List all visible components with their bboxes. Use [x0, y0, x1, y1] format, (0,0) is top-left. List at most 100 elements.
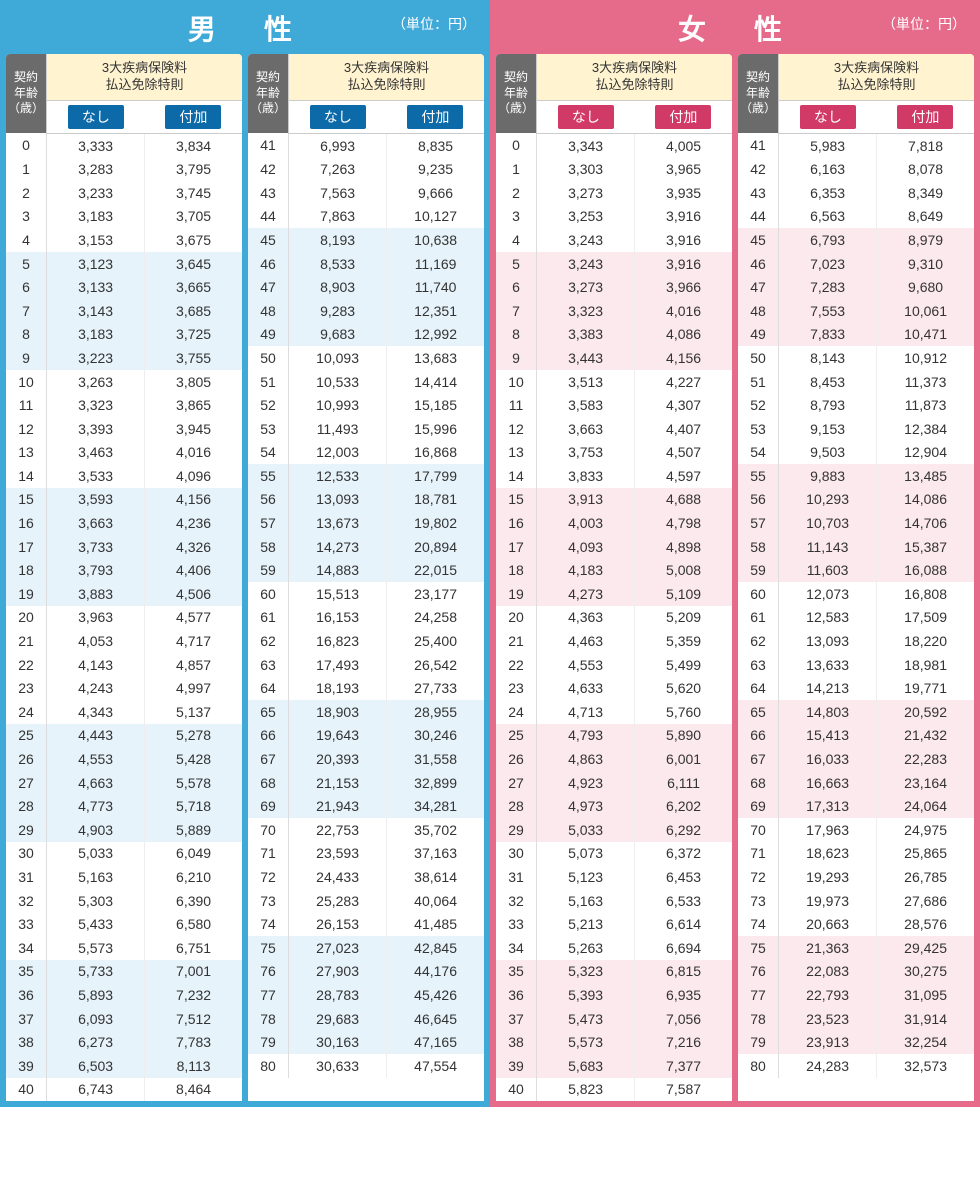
table-row: 335,4336,580: [6, 912, 242, 936]
age-cell: 64: [738, 676, 779, 700]
value-add-cell: 4,016: [635, 299, 732, 323]
value-none-cell: 26,153: [289, 912, 387, 936]
table-row: 7319,97327,686: [738, 889, 974, 913]
age-cell: 21: [496, 629, 537, 653]
age-cell: 13: [496, 441, 537, 465]
table-row: 284,9736,202: [496, 794, 732, 818]
value-add-cell: 9,680: [877, 275, 974, 299]
age-header: 契約年齢（歳）: [496, 54, 537, 133]
age-cell: 67: [738, 747, 779, 771]
age-cell: 48: [738, 299, 779, 323]
age-cell: 0: [6, 133, 47, 157]
table-row: 6619,64330,246: [248, 724, 484, 748]
value-add-cell: 20,894: [387, 535, 484, 559]
value-none-cell: 9,883: [779, 464, 877, 488]
male-left-subpanel: 契約年齢（歳）3大疾病保険料払込免除特則なし付加03,3333,83413,28…: [6, 54, 242, 1101]
value-add-cell: 4,227: [635, 370, 732, 394]
value-add-cell: 3,675: [145, 228, 242, 252]
value-add-cell: 4,597: [635, 464, 732, 488]
value-none-cell: 6,743: [47, 1078, 145, 1102]
age-cell: 7: [6, 299, 47, 323]
table-row: 6012,07316,808: [738, 582, 974, 606]
table-row: 7118,62325,865: [738, 842, 974, 866]
value-none-cell: 17,963: [779, 818, 877, 842]
male-title-text: 男 性: [188, 14, 302, 45]
table-row: 7829,68346,645: [248, 1007, 484, 1031]
value-add-cell: 4,507: [635, 441, 732, 465]
value-none-cell: 4,903: [47, 818, 145, 842]
value-none-cell: 10,093: [289, 346, 387, 370]
sub-header-none: なし: [779, 100, 877, 133]
value-none-cell: 21,943: [289, 794, 387, 818]
table-row: 447,86310,127: [248, 205, 484, 229]
value-add-cell: 6,292: [635, 818, 732, 842]
value-add-cell: 7,216: [635, 1030, 732, 1054]
value-add-cell: 11,373: [877, 370, 974, 394]
value-none-cell: 6,993: [289, 133, 387, 157]
table-row: 5613,09318,781: [248, 488, 484, 512]
table-row: 174,0934,898: [496, 535, 732, 559]
age-cell: 26: [496, 747, 537, 771]
value-none-cell: 17,313: [779, 794, 877, 818]
value-add-cell: 46,645: [387, 1007, 484, 1031]
value-add-cell: 18,981: [877, 653, 974, 677]
value-add-cell: 3,805: [145, 370, 242, 394]
group-header: 3大疾病保険料払込免除特則: [537, 54, 732, 100]
age-cell: 79: [248, 1030, 289, 1054]
age-cell: 0: [496, 133, 537, 157]
value-add-cell: 15,185: [387, 393, 484, 417]
value-add-cell: 4,898: [635, 535, 732, 559]
table-row: 7728,78345,426: [248, 983, 484, 1007]
sub-header-none: なし: [537, 100, 635, 133]
age-cell: 22: [6, 653, 47, 677]
value-add-cell: 30,275: [877, 960, 974, 984]
value-none-cell: 3,123: [47, 252, 145, 276]
table-row: 133,4634,016: [6, 441, 242, 465]
value-add-cell: 29,425: [877, 936, 974, 960]
value-add-cell: 7,232: [145, 983, 242, 1007]
age-cell: 37: [6, 1007, 47, 1031]
table-row: 123,6634,407: [496, 417, 732, 441]
age-cell: 16: [496, 511, 537, 535]
value-none-cell: 28,783: [289, 983, 387, 1007]
age-cell: 8: [496, 323, 537, 347]
value-add-cell: 4,236: [145, 511, 242, 535]
value-none-cell: 12,583: [779, 606, 877, 630]
value-none-cell: 3,913: [537, 488, 635, 512]
value-add-cell: 3,965: [635, 157, 732, 181]
value-add-cell: 4,857: [145, 653, 242, 677]
age-cell: 40: [496, 1078, 537, 1102]
value-none-cell: 24,283: [779, 1054, 877, 1078]
age-cell: 68: [248, 771, 289, 795]
table-row: 6418,19327,733: [248, 676, 484, 700]
table-row: 468,53311,169: [248, 252, 484, 276]
value-add-cell: 5,718: [145, 794, 242, 818]
table-row: 559,88313,485: [738, 464, 974, 488]
value-add-cell: 8,649: [877, 205, 974, 229]
value-none-cell: 3,793: [47, 558, 145, 582]
value-add-cell: 4,798: [635, 511, 732, 535]
value-add-cell: 4,016: [145, 441, 242, 465]
value-none-cell: 4,773: [47, 794, 145, 818]
female-body: 契約年齢（歳）3大疾病保険料払込免除特則なし付加03,3434,00513,30…: [490, 54, 980, 1107]
age-cell: 69: [738, 794, 779, 818]
table-row: 325,1636,533: [496, 889, 732, 913]
value-none-cell: 3,233: [47, 181, 145, 205]
value-none-cell: 15,513: [289, 582, 387, 606]
value-add-cell: 26,542: [387, 653, 484, 677]
value-none-cell: 3,323: [47, 393, 145, 417]
value-add-cell: 42,845: [387, 936, 484, 960]
value-none-cell: 20,663: [779, 912, 877, 936]
value-add-cell: 7,818: [877, 133, 974, 157]
value-add-cell: 5,620: [635, 676, 732, 700]
age-cell: 63: [738, 653, 779, 677]
pill-label: なし: [558, 105, 614, 129]
age-cell: 50: [248, 346, 289, 370]
table-row: 274,9236,111: [496, 771, 732, 795]
value-none-cell: 7,283: [779, 275, 877, 299]
value-none-cell: 4,553: [537, 653, 635, 677]
value-none-cell: 3,963: [47, 606, 145, 630]
value-none-cell: 7,863: [289, 205, 387, 229]
value-none-cell: 10,533: [289, 370, 387, 394]
age-cell: 66: [738, 724, 779, 748]
